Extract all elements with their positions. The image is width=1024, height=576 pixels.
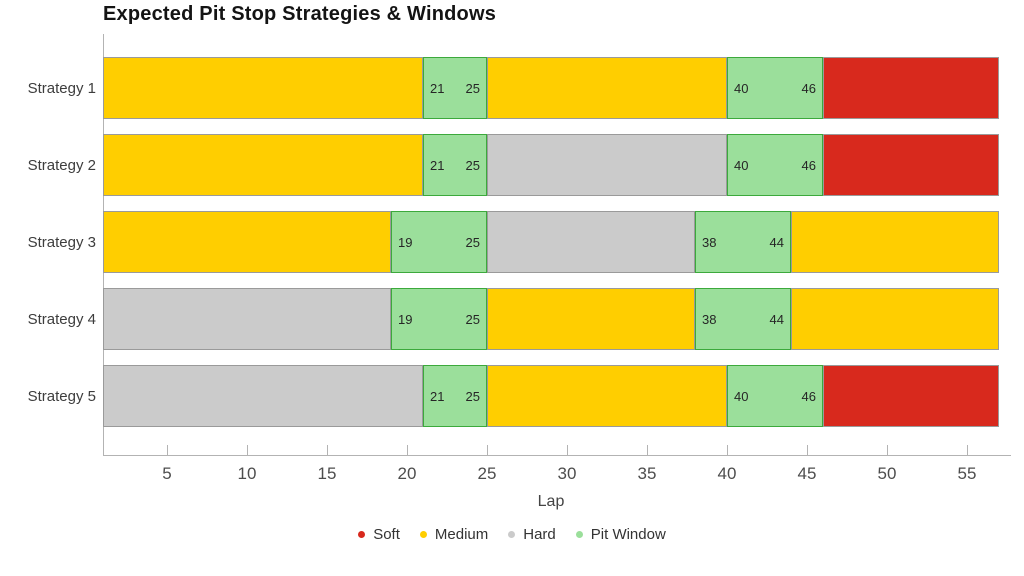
legend-item-pit-window: Pit Window <box>575 526 666 543</box>
x-tick-mark <box>647 445 648 455</box>
pit-window-start-lap: 21 <box>430 388 445 404</box>
segment-pit-window: 40 46 <box>727 365 823 427</box>
x-tick-mark <box>487 445 488 455</box>
segment-pit-window: 38 44 <box>695 288 791 350</box>
legend-label-medium: Medium <box>434 526 489 543</box>
x-tick-label-20: 20 <box>397 464 417 483</box>
x-tick-mark <box>247 445 248 455</box>
legend: Soft Medium Hard Pit Window <box>0 526 1024 543</box>
segment-medium <box>103 211 391 273</box>
pit-window-end-lap: 44 <box>769 234 784 250</box>
segment-hard <box>103 288 391 350</box>
pit-window-end-lap: 46 <box>801 388 816 404</box>
y-label-strategy-2: Strategy 2 <box>27 156 96 174</box>
x-axis-title: Lap <box>537 493 565 510</box>
x-tick-label-30: 30 <box>557 464 577 483</box>
segment-hard <box>487 211 695 273</box>
bar-row-strategy-5: 21 25 40 46 <box>103 365 999 427</box>
x-tick-label-15: 15 <box>317 464 337 483</box>
legend-item-soft: Soft <box>358 526 400 543</box>
segment-pit-window: 19 25 <box>391 288 487 350</box>
segment-medium <box>103 134 423 196</box>
pit-window-end-lap: 25 <box>465 157 480 173</box>
segment-medium <box>487 57 727 119</box>
pit-window-start-lap: 38 <box>702 234 717 250</box>
segment-medium <box>487 365 727 427</box>
y-label-strategy-3: Strategy 3 <box>27 233 96 251</box>
x-tick-label-10: 10 <box>237 464 257 483</box>
pit-window-end-lap: 25 <box>465 234 480 250</box>
legend-label-hard: Hard <box>523 526 556 543</box>
x-tick-mark <box>327 445 328 455</box>
segment-soft <box>823 134 999 196</box>
x-tick-label-55: 55 <box>957 464 977 483</box>
segment-pit-window: 40 46 <box>727 134 823 196</box>
segment-medium <box>791 211 999 273</box>
bar-row-strategy-2: 21 25 40 46 <box>103 134 999 196</box>
pit-window-end-lap: 25 <box>465 388 480 404</box>
segment-medium <box>487 288 695 350</box>
x-tick-mark <box>967 445 968 455</box>
legend-swatch-pit-window-icon <box>575 531 583 538</box>
x-tick-mark <box>567 445 568 455</box>
legend-label-pit-window: Pit Window <box>590 526 666 543</box>
segment-medium <box>791 288 999 350</box>
segment-medium <box>103 57 423 119</box>
x-tick-label-40: 40 <box>717 464 737 483</box>
y-label-strategy-5: Strategy 5 <box>27 387 96 405</box>
pit-window-start-lap: 19 <box>398 311 413 327</box>
chart-title: Expected Pit Stop Strategies & Windows <box>103 3 497 25</box>
pit-window-start-lap: 40 <box>734 157 749 173</box>
legend-item-hard: Hard <box>508 526 556 543</box>
segment-pit-window: 38 44 <box>695 211 791 273</box>
segment-pit-window: 21 25 <box>423 365 487 427</box>
segment-pit-window: 21 25 <box>423 57 487 119</box>
y-label-strategy-1: Strategy 1 <box>27 79 96 97</box>
legend-item-medium: Medium <box>419 526 489 543</box>
x-tick-mark <box>407 445 408 455</box>
segment-soft <box>823 365 999 427</box>
pit-window-end-lap: 25 <box>465 311 480 327</box>
x-tick-mark <box>887 445 888 455</box>
legend-swatch-medium-icon <box>419 531 427 538</box>
segment-soft <box>823 57 999 119</box>
x-tick-mark <box>727 445 728 455</box>
x-tick-label-35: 35 <box>637 464 657 483</box>
segment-hard <box>487 134 727 196</box>
x-tick-mark <box>167 445 168 455</box>
pit-window-end-lap: 46 <box>801 157 816 173</box>
pit-window-start-lap: 38 <box>702 311 717 327</box>
bar-row-strategy-3: 19 25 38 44 <box>103 211 999 273</box>
legend-label-soft: Soft <box>373 526 400 543</box>
segment-hard <box>103 365 423 427</box>
pit-window-start-lap: 21 <box>430 80 445 96</box>
legend-swatch-hard-icon <box>508 531 516 538</box>
segment-pit-window: 40 46 <box>727 57 823 119</box>
x-axis-spine <box>103 455 1011 456</box>
x-tick-label-25: 25 <box>477 464 497 483</box>
plot-area: 21 25 40 46 21 25 40 46 19 25 38 44 19 25 38 44 21 25 40 46 <box>103 36 999 455</box>
pit-window-start-lap: 40 <box>734 80 749 96</box>
legend-swatch-soft-icon <box>358 531 366 538</box>
segment-pit-window: 21 25 <box>423 134 487 196</box>
bar-row-strategy-4: 19 25 38 44 <box>103 288 999 350</box>
pit-window-start-lap: 21 <box>430 157 445 173</box>
bar-row-strategy-1: 21 25 40 46 <box>103 57 999 119</box>
pit-window-start-lap: 40 <box>734 388 749 404</box>
x-tick-label-5: 5 <box>162 464 172 483</box>
pit-window-end-lap: 44 <box>769 311 784 327</box>
pit-window-start-lap: 19 <box>398 234 413 250</box>
x-tick-mark <box>807 445 808 455</box>
x-tick-label-50: 50 <box>877 464 897 483</box>
y-label-strategy-4: Strategy 4 <box>27 310 96 328</box>
pit-window-end-lap: 25 <box>465 80 480 96</box>
pit-window-end-lap: 46 <box>801 80 816 96</box>
segment-pit-window: 19 25 <box>391 211 487 273</box>
x-tick-label-45: 45 <box>797 464 817 483</box>
